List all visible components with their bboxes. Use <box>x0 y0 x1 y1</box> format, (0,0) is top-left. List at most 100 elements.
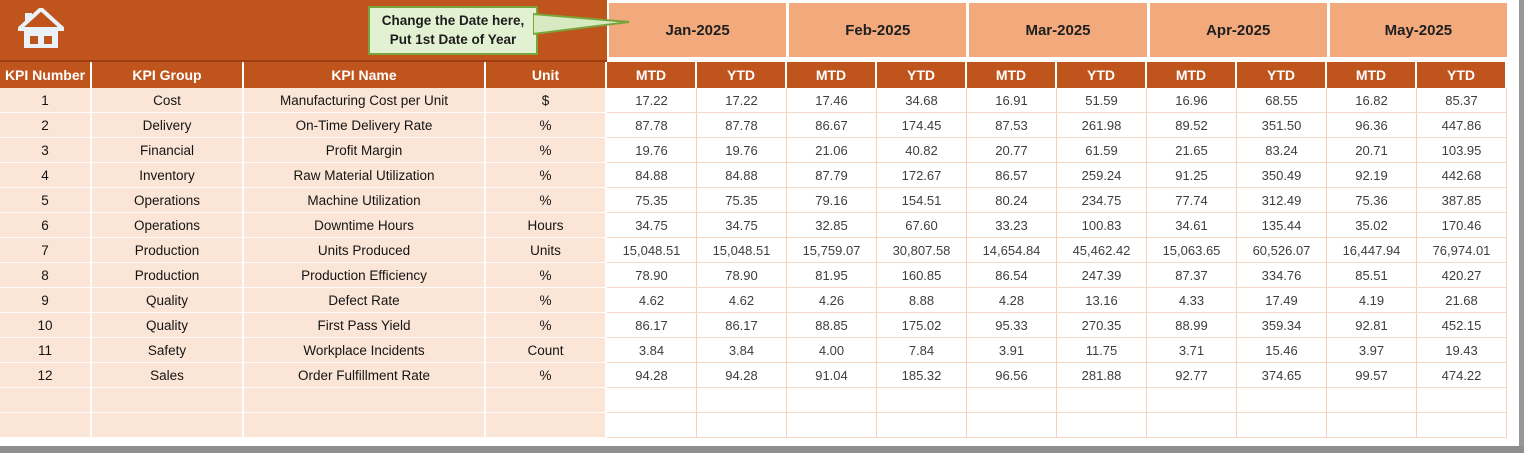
empty-cell[interactable] <box>486 388 607 413</box>
kpi-value-cell[interactable]: 387.85 <box>1417 188 1507 213</box>
kpi-value-cell[interactable]: 34.75 <box>607 213 697 238</box>
kpi-number-cell[interactable]: 10 <box>0 313 92 338</box>
month-header-cell[interactable]: Apr-2025 <box>1149 3 1327 57</box>
kpi-value-cell[interactable]: 86.54 <box>967 263 1057 288</box>
kpi-value-cell[interactable]: 7.84 <box>877 338 967 363</box>
kpi-value-cell[interactable]: 17.22 <box>697 88 787 113</box>
kpi-unit-cell[interactable]: % <box>486 288 607 313</box>
kpi-group-cell[interactable]: Sales <box>92 363 244 388</box>
kpi-value-cell[interactable]: 247.39 <box>1057 263 1147 288</box>
empty-cell[interactable] <box>1147 388 1237 413</box>
kpi-value-cell[interactable]: 87.79 <box>787 163 877 188</box>
kpi-value-cell[interactable]: 89.52 <box>1147 113 1237 138</box>
kpi-value-cell[interactable]: 350.49 <box>1237 163 1327 188</box>
kpi-number-cell[interactable]: 1 <box>0 88 92 113</box>
empty-cell[interactable] <box>787 388 877 413</box>
kpi-value-cell[interactable]: 21.68 <box>1417 288 1507 313</box>
kpi-value-cell[interactable]: 67.60 <box>877 213 967 238</box>
kpi-group-cell[interactable]: Operations <box>92 213 244 238</box>
kpi-unit-cell[interactable]: % <box>486 113 607 138</box>
kpi-value-cell[interactable]: 84.88 <box>607 163 697 188</box>
kpi-value-cell[interactable]: 16.96 <box>1147 88 1237 113</box>
empty-cell[interactable] <box>607 388 697 413</box>
kpi-group-cell[interactable]: Safety <box>92 338 244 363</box>
kpi-value-cell[interactable]: 21.65 <box>1147 138 1237 163</box>
kpi-value-cell[interactable]: 374.65 <box>1237 363 1327 388</box>
kpi-value-cell[interactable]: 88.85 <box>787 313 877 338</box>
kpi-name-cell[interactable]: Profit Margin <box>244 138 486 163</box>
kpi-value-cell[interactable]: 35.02 <box>1327 213 1417 238</box>
home-button[interactable] <box>17 7 65 54</box>
kpi-value-cell[interactable]: 11.75 <box>1057 338 1147 363</box>
kpi-value-cell[interactable]: 83.24 <box>1237 138 1327 163</box>
kpi-value-cell[interactable]: 61.59 <box>1057 138 1147 163</box>
kpi-name-cell[interactable]: Raw Material Utilization <box>244 163 486 188</box>
kpi-value-cell[interactable]: 100.83 <box>1057 213 1147 238</box>
kpi-value-cell[interactable]: 87.78 <box>607 113 697 138</box>
kpi-value-cell[interactable]: 51.59 <box>1057 88 1147 113</box>
empty-cell[interactable] <box>486 413 607 438</box>
kpi-unit-cell[interactable]: Count <box>486 338 607 363</box>
kpi-value-cell[interactable]: 88.99 <box>1147 313 1237 338</box>
kpi-value-cell[interactable]: 15,759.07 <box>787 238 877 263</box>
kpi-number-cell[interactable]: 11 <box>0 338 92 363</box>
kpi-value-cell[interactable]: 19.76 <box>697 138 787 163</box>
kpi-value-cell[interactable]: 4.19 <box>1327 288 1417 313</box>
kpi-value-cell[interactable]: 474.22 <box>1417 363 1507 388</box>
kpi-value-cell[interactable]: 17.22 <box>607 88 697 113</box>
kpi-value-cell[interactable]: 4.62 <box>607 288 697 313</box>
kpi-value-cell[interactable]: 259.24 <box>1057 163 1147 188</box>
kpi-value-cell[interactable]: 15,063.65 <box>1147 238 1237 263</box>
empty-cell[interactable] <box>1147 413 1237 438</box>
kpi-value-cell[interactable]: 3.97 <box>1327 338 1417 363</box>
empty-cell[interactable] <box>1327 413 1417 438</box>
kpi-value-cell[interactable]: 86.17 <box>607 313 697 338</box>
kpi-value-cell[interactable]: 34.61 <box>1147 213 1237 238</box>
kpi-value-cell[interactable]: 19.43 <box>1417 338 1507 363</box>
kpi-unit-cell[interactable]: % <box>486 138 607 163</box>
empty-cell[interactable] <box>92 388 244 413</box>
empty-cell[interactable] <box>877 413 967 438</box>
empty-cell[interactable] <box>967 413 1057 438</box>
kpi-number-cell[interactable]: 12 <box>0 363 92 388</box>
kpi-group-cell[interactable]: Quality <box>92 288 244 313</box>
kpi-value-cell[interactable]: 19.76 <box>607 138 697 163</box>
kpi-value-cell[interactable]: 16.91 <box>967 88 1057 113</box>
kpi-value-cell[interactable]: 154.51 <box>877 188 967 213</box>
kpi-value-cell[interactable]: 92.19 <box>1327 163 1417 188</box>
kpi-value-cell[interactable]: 68.55 <box>1237 88 1327 113</box>
empty-cell[interactable] <box>92 413 244 438</box>
kpi-group-cell[interactable]: Quality <box>92 313 244 338</box>
kpi-number-cell[interactable]: 4 <box>0 163 92 188</box>
kpi-value-cell[interactable]: 76,974.01 <box>1417 238 1507 263</box>
kpi-group-cell[interactable]: Delivery <box>92 113 244 138</box>
kpi-value-cell[interactable]: 4.26 <box>787 288 877 313</box>
empty-cell[interactable] <box>607 413 697 438</box>
kpi-unit-cell[interactable]: % <box>486 313 607 338</box>
kpi-number-cell[interactable]: 8 <box>0 263 92 288</box>
kpi-value-cell[interactable]: 185.32 <box>877 363 967 388</box>
kpi-number-cell[interactable]: 2 <box>0 113 92 138</box>
kpi-value-cell[interactable]: 3.71 <box>1147 338 1237 363</box>
empty-cell[interactable] <box>1417 388 1507 413</box>
kpi-value-cell[interactable]: 15,048.51 <box>697 238 787 263</box>
kpi-unit-cell[interactable]: Hours <box>486 213 607 238</box>
kpi-unit-cell[interactable]: % <box>486 363 607 388</box>
kpi-value-cell[interactable]: 75.35 <box>607 188 697 213</box>
kpi-unit-cell[interactable]: Units <box>486 238 607 263</box>
kpi-value-cell[interactable]: 34.68 <box>877 88 967 113</box>
kpi-value-cell[interactable]: 40.82 <box>877 138 967 163</box>
kpi-value-cell[interactable]: 79.16 <box>787 188 877 213</box>
kpi-value-cell[interactable]: 17.49 <box>1237 288 1327 313</box>
empty-cell[interactable] <box>967 388 1057 413</box>
kpi-value-cell[interactable]: 87.78 <box>697 113 787 138</box>
kpi-value-cell[interactable]: 77.74 <box>1147 188 1237 213</box>
kpi-unit-cell[interactable]: $ <box>486 88 607 113</box>
empty-cell[interactable] <box>1327 388 1417 413</box>
kpi-value-cell[interactable]: 4.62 <box>697 288 787 313</box>
empty-cell[interactable] <box>1057 388 1147 413</box>
kpi-value-cell[interactable]: 3.84 <box>607 338 697 363</box>
kpi-name-cell[interactable]: On-Time Delivery Rate <box>244 113 486 138</box>
kpi-value-cell[interactable]: 4.00 <box>787 338 877 363</box>
empty-cell[interactable] <box>0 413 92 438</box>
